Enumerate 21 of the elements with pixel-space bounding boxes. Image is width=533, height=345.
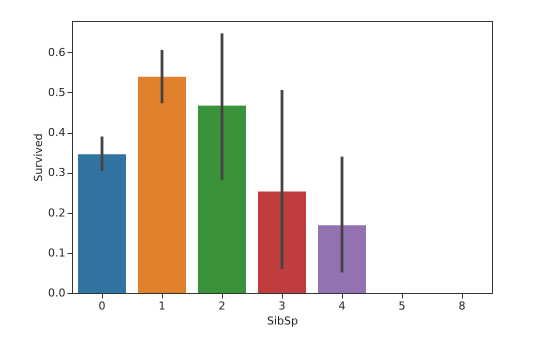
- y-tick-label: 0.1: [48, 246, 66, 260]
- bar: [198, 106, 246, 293]
- x-tick-label: 5: [398, 300, 406, 312]
- y-axis-title: Survived: [32, 133, 46, 182]
- x-axis-title: SibSp: [267, 314, 298, 328]
- y-tick-label: 0.0: [48, 286, 66, 300]
- y-tick-label: 0.4: [48, 126, 66, 140]
- x-tick-label: 4: [338, 300, 346, 312]
- bar: [318, 225, 366, 293]
- y-tick-label: 0.5: [48, 86, 66, 99]
- x-tick-label: 0: [98, 300, 106, 312]
- bar: [258, 192, 306, 293]
- x-tick-label: 3: [278, 300, 286, 312]
- y-tick-label: 0.3: [48, 166, 66, 180]
- x-tick-label: 8: [458, 300, 466, 312]
- bar: [78, 154, 126, 293]
- x-tick-label: 1: [158, 300, 166, 312]
- x-tick-label: 2: [218, 300, 226, 312]
- y-tick-label: 0.2: [48, 206, 66, 220]
- y-tick-label: 0.6: [48, 46, 66, 59]
- bar: [138, 76, 186, 293]
